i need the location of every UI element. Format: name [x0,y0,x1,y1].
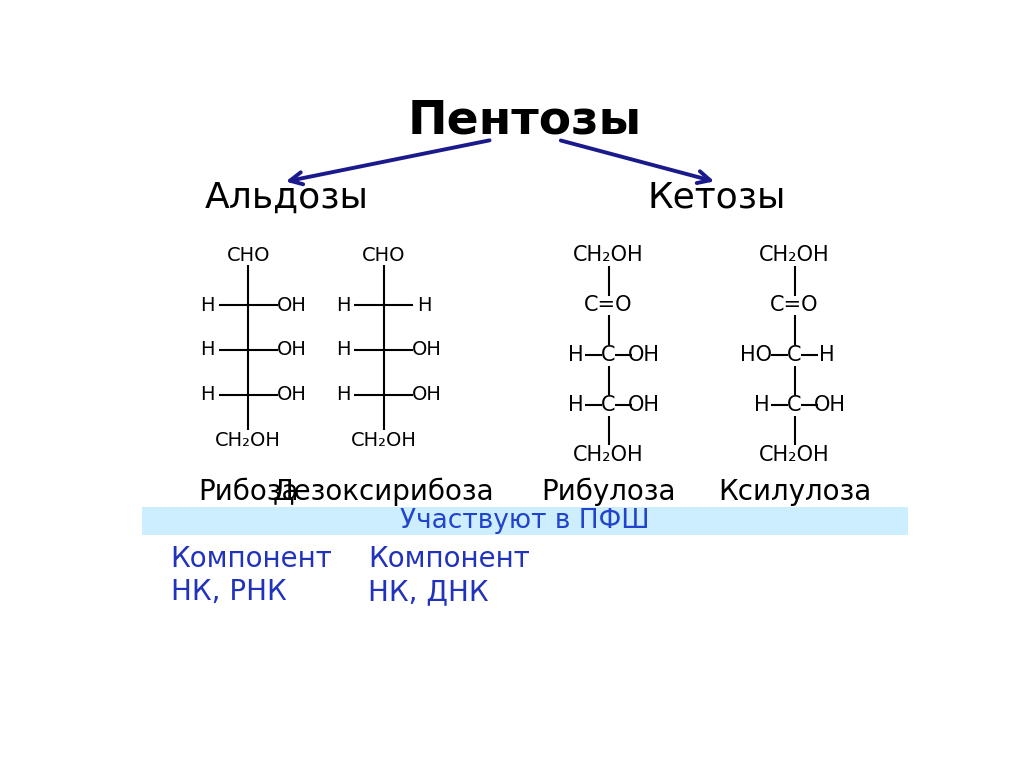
Text: C: C [601,345,615,365]
Text: Ксилулоза: Ксилулоза [718,478,871,505]
Text: OH: OH [413,385,442,404]
Text: Компонент: Компонент [369,545,530,574]
Text: Рибоза: Рибоза [198,478,298,505]
Text: H: H [819,345,835,365]
Text: H: H [201,341,215,360]
Text: Дезоксирибоза: Дезоксирибоза [273,477,495,506]
Text: H: H [336,296,350,314]
Text: C: C [787,345,802,365]
Text: C: C [601,396,615,416]
Text: H: H [568,396,584,416]
Text: Альдозы: Альдозы [205,180,369,215]
Text: OH: OH [628,345,660,365]
Text: H: H [568,345,584,365]
Text: H: H [417,296,431,314]
Text: Компонент: Компонент [171,545,333,574]
Text: Кетозы: Кетозы [648,180,786,215]
Text: OH: OH [628,396,660,416]
Text: OH: OH [814,396,846,416]
Text: CH₂OH: CH₂OH [573,446,644,466]
Text: OH: OH [413,341,442,360]
Text: CH₂OH: CH₂OH [759,245,829,265]
Text: Участвуют в ПФШ: Участвуют в ПФШ [400,508,649,534]
Text: CH₂OH: CH₂OH [759,446,829,466]
Text: H: H [201,385,215,404]
Text: H: H [336,385,350,404]
Text: H: H [336,341,350,360]
Text: НК, ДНК: НК, ДНК [369,578,488,606]
Text: H: H [201,296,215,314]
Text: Рибулоза: Рибулоза [542,477,676,506]
Text: C=O: C=O [770,295,819,315]
Text: НК, РНК: НК, РНК [171,578,287,606]
Text: CH₂OH: CH₂OH [215,431,281,450]
Text: CH₂OH: CH₂OH [573,245,644,265]
Text: HO: HO [739,345,772,365]
Text: CHO: CHO [362,245,406,265]
Text: Пентозы: Пентозы [408,98,642,143]
Text: OH: OH [276,385,306,404]
Text: CHO: CHO [226,245,270,265]
Text: OH: OH [276,341,306,360]
Text: CH₂OH: CH₂OH [351,431,417,450]
Text: C: C [787,396,802,416]
Text: H: H [754,396,770,416]
Text: OH: OH [276,296,306,314]
FancyBboxPatch shape [142,507,907,535]
Text: C=O: C=O [585,295,633,315]
